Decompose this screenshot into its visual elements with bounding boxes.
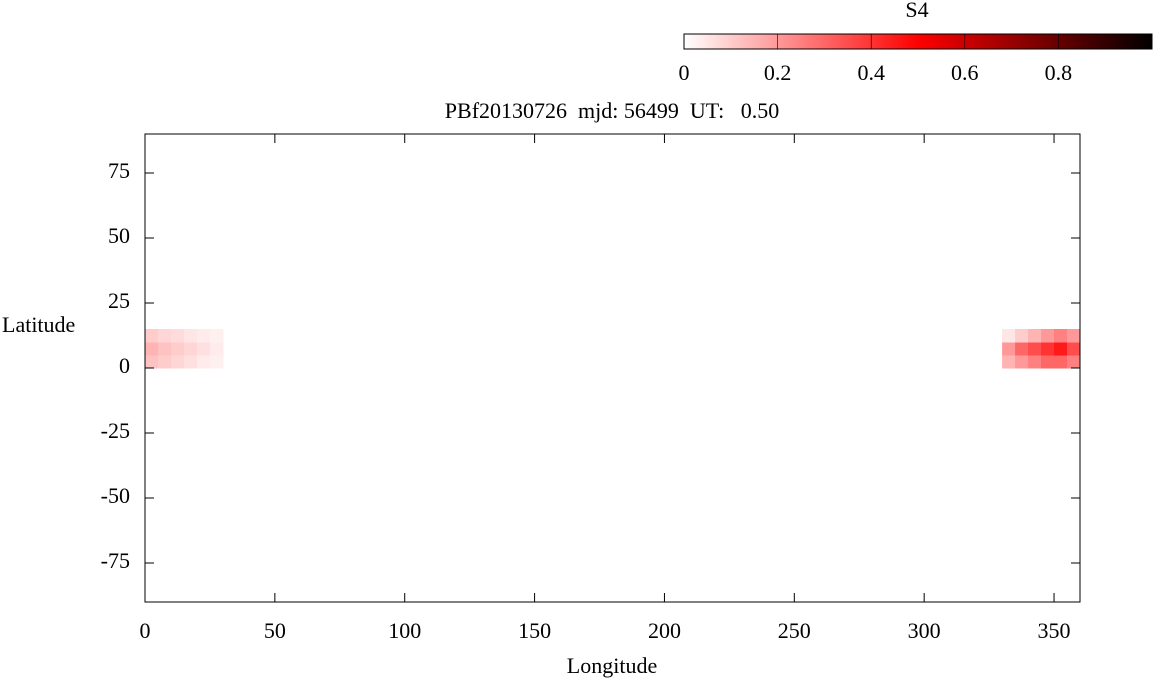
heatmap-cell — [1002, 329, 1016, 343]
colorbar-tick-label: 0.8 — [1045, 60, 1073, 85]
coastlines — [145, 151, 1080, 570]
plot-frame — [144, 133, 1081, 603]
x-tick-label: 350 — [1038, 618, 1071, 643]
heatmap-cell — [1028, 329, 1042, 343]
colorbar-tick-label: 0.4 — [857, 60, 885, 85]
x-tick-label: 200 — [648, 618, 681, 643]
y-tick-label: 75 — [108, 158, 130, 183]
y-tick-label: -50 — [101, 483, 130, 508]
x-tick-label: 300 — [908, 618, 941, 643]
colorbar-tick-label: 0 — [679, 60, 690, 85]
heatmap-cell — [1002, 355, 1016, 369]
heatmap-cell — [196, 342, 211, 356]
heatmap-cells — [145, 329, 1080, 369]
heatmap-cell — [1015, 355, 1029, 369]
y-tick-label: 0 — [119, 353, 130, 378]
y-tick-label: -25 — [101, 418, 130, 443]
heatmap-cell — [209, 342, 224, 356]
heatmap-cell — [1028, 342, 1042, 356]
x-tick-label: 100 — [388, 618, 421, 643]
heatmap-cell — [183, 342, 198, 356]
heatmap-cell — [157, 342, 172, 356]
heatmap-cell — [1015, 342, 1029, 356]
heatmap-cell — [170, 329, 185, 343]
heatmap-cell — [209, 355, 224, 369]
y-tick-label: 50 — [108, 223, 130, 248]
heatmap-cell — [1067, 342, 1080, 356]
heatmap-cell — [157, 355, 172, 369]
y-tick-label: 25 — [108, 288, 130, 313]
heatmap-cell — [196, 355, 211, 369]
colorbar-tick-label: 0.6 — [951, 60, 979, 85]
y-tick-label: -75 — [101, 548, 130, 573]
heatmap-cell — [145, 355, 159, 369]
x-tick-label: 250 — [778, 618, 811, 643]
heatmap-cell — [183, 329, 198, 343]
heatmap-cell — [1041, 342, 1055, 356]
heatmap-cell — [157, 329, 172, 343]
heatmap-cell — [1067, 355, 1080, 369]
heatmap-cell — [209, 329, 224, 343]
heatmap-cell — [1054, 329, 1068, 343]
heatmap-cell — [183, 355, 198, 369]
colorbar-label: S4 — [905, 0, 928, 22]
heatmap-cell — [1054, 355, 1068, 369]
heatmap-cell — [1015, 329, 1029, 343]
colorbar-tick-label: 0.2 — [764, 60, 792, 85]
heatmap-cell — [1041, 355, 1055, 369]
x-tick-label: 0 — [140, 618, 151, 643]
heatmap-cell — [170, 342, 185, 356]
heatmap-cell — [145, 342, 159, 356]
heatmap-cell — [1041, 329, 1055, 343]
y-axis-label: Latitude — [2, 312, 75, 337]
heatmap-cell — [170, 355, 185, 369]
colorbar — [683, 33, 1153, 50]
heatmap-cell — [145, 329, 159, 343]
heatmap-cell — [1067, 329, 1080, 343]
heatmap-cell — [1028, 355, 1042, 369]
x-tick-label: 50 — [264, 618, 286, 643]
heatmap-cell — [1002, 342, 1016, 356]
x-axis-label: Longitude — [567, 653, 657, 678]
chart-title: PBf20130726 mjd: 56499 UT: 0.50 — [445, 98, 779, 123]
heatmap-cell — [1054, 342, 1068, 356]
heatmap-cell — [196, 329, 211, 343]
x-tick-label: 150 — [518, 618, 551, 643]
